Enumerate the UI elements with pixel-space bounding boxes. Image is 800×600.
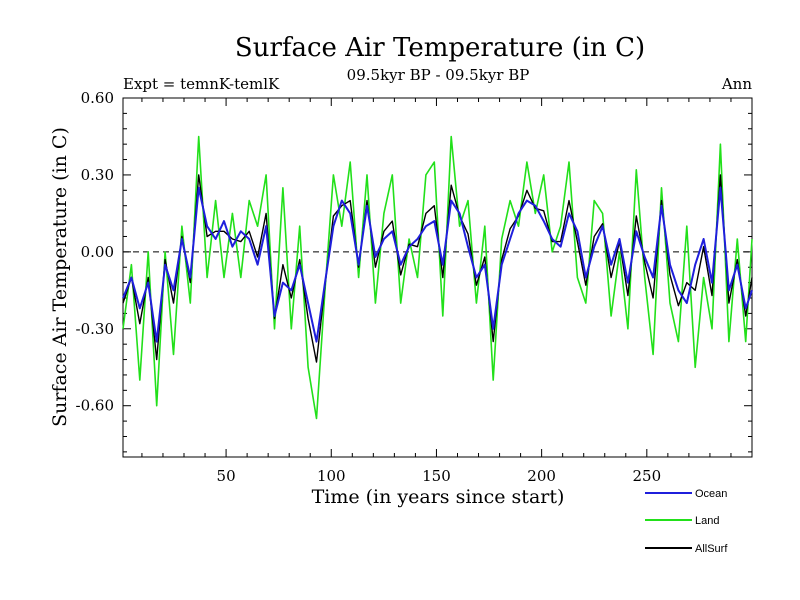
x-tick-label: 200 — [527, 467, 556, 485]
series-group — [122, 135, 753, 420]
expt-label: Expt = temnK-temlK — [123, 75, 280, 93]
y-axis-label: Surface Air Temperature (in C) — [49, 127, 71, 427]
y-tick-label: -0.30 — [76, 320, 114, 338]
axis-ticks: 50 100 150 200 250 0.60 0.30 0.00 -0.30 -0.60 — [76, 89, 752, 485]
y-tick-label: 0.00 — [81, 243, 114, 261]
series-line-ocean — [122, 186, 753, 343]
legend-label-land: Land — [695, 515, 719, 527]
y-tick-label: 0.30 — [81, 166, 114, 184]
chart-subtitle: 09.5kyr BP - 09.5kyr BP — [347, 66, 530, 84]
season-label: Ann — [721, 75, 752, 93]
x-axis-label: Time (in years since start) — [312, 486, 565, 508]
y-tick-label: 0.60 — [81, 89, 114, 107]
chart-title: Surface Air Temperature (in C) — [235, 33, 645, 63]
legend: Ocean Land AllSurf — [645, 488, 728, 555]
x-tick-label: 250 — [632, 467, 661, 485]
x-tick-label: 100 — [317, 467, 346, 485]
x-tick-label: 50 — [217, 467, 236, 485]
legend-label-ocean: Ocean — [695, 488, 727, 500]
legend-label-allsurf: AllSurf — [695, 543, 728, 555]
y-tick-label: -0.60 — [76, 397, 114, 415]
x-tick-label: 150 — [422, 467, 451, 485]
series-line-land — [122, 135, 753, 420]
